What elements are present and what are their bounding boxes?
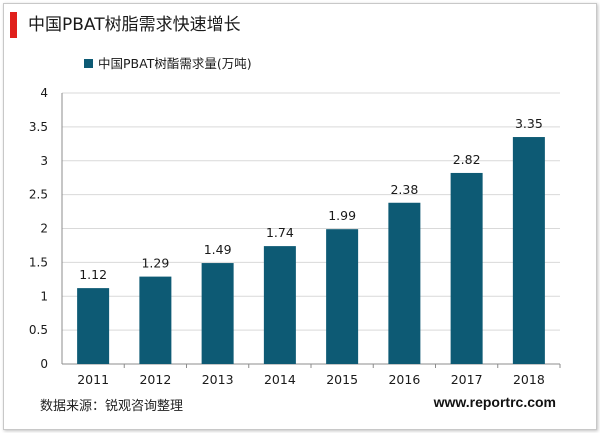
data-label: 1.12 [79,267,107,282]
y-tick-label: 3 [40,154,48,168]
y-tick-label: 2.5 [29,188,48,202]
x-tick-label: 2012 [139,372,171,387]
bar [512,137,545,364]
bar [388,202,421,364]
bar [263,246,296,364]
data-label: 1.99 [328,208,356,223]
axes: 0 0.5 1 1.5 2 2.5 3 3.5 4 2011 2012 2013 2014 2015 201… [29,86,561,387]
bar [139,276,172,364]
legend: 中国PBAT树酯需求量(万吨) [84,56,252,71]
x-tick-label: 2011 [77,372,109,387]
bar [77,288,110,364]
y-tick-label: 4 [40,86,48,100]
x-tick-label: 2013 [202,372,234,387]
x-tick-label: 2017 [451,372,483,387]
legend-swatch [84,59,93,68]
data-label: 1.29 [141,256,169,271]
data-label: 2.82 [453,152,481,167]
bars [77,137,545,364]
data-label: 1.74 [266,225,294,240]
y-tick-label: 1 [40,289,48,303]
page-title: 中国PBAT树脂需求快速增长 [28,15,241,35]
data-label: 3.35 [515,116,543,131]
bar [326,229,359,364]
y-tick-label: 1.5 [29,255,48,269]
x-tick-label: 2018 [513,372,545,387]
website-label: www.reportrc.com [433,394,556,410]
y-tick-label: 0.5 [29,323,48,337]
data-label: 2.38 [390,182,418,197]
x-tick-label: 2015 [326,372,358,387]
title-accent-bar [10,12,17,38]
y-tick-label: 0 [40,357,48,371]
x-tick-label: 2016 [388,372,420,387]
value-labels: 1.12 1.29 1.49 1.74 1.99 2.38 2.82 3.35 [79,116,543,282]
x-tick-label: 2014 [264,372,296,387]
bar [450,172,483,364]
y-tick-label: 3.5 [29,120,48,134]
y-tick-label: 2 [40,222,48,236]
data-source-note: 数据来源：锐观咨询整理 [40,399,184,414]
data-label: 1.49 [204,242,232,257]
bar [201,263,234,364]
gridlines [62,92,560,365]
legend-label: 中国PBAT树酯需求量(万吨) [98,56,252,71]
title-bar: 中国PBAT树脂需求快速增长 [10,12,570,38]
